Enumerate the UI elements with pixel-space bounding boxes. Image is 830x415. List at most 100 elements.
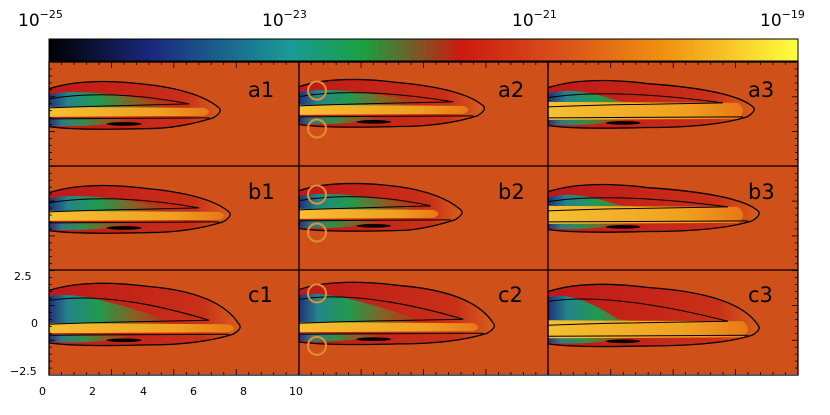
axis-ticks — [48, 61, 799, 376]
contour-sheath — [298, 115, 474, 118]
contour-outer — [547, 283, 760, 348]
panel-grid — [49, 62, 798, 374]
panel-a3 — [547, 62, 798, 166]
mixing-layer — [49, 294, 174, 326]
jet-core — [299, 104, 469, 115]
mixing-layer — [548, 295, 673, 327]
mixing-layer-lower — [49, 334, 137, 343]
contour-blob — [356, 337, 392, 342]
mixing-layer-lower — [299, 219, 387, 229]
x-tick-label: 2 — [89, 385, 96, 398]
panel-c3 — [547, 270, 798, 374]
contour-sheath — [49, 221, 220, 224]
panel-b1 — [49, 166, 299, 270]
bow-shock-ring — [307, 335, 327, 356]
contour-sheath — [547, 334, 749, 337]
contour-sheath — [49, 333, 230, 336]
panel-label-c2: c2 — [498, 283, 523, 307]
contour-blob — [356, 224, 392, 228]
mixing-layer — [49, 195, 174, 213]
contour-outer — [298, 182, 463, 232]
contour-blob — [106, 122, 142, 126]
colorbar-label-min: 10−25 — [18, 8, 63, 31]
contour-inner — [298, 196, 431, 211]
panel-a1 — [49, 62, 299, 166]
contour-outer — [547, 79, 755, 129]
panel-label-b2: b2 — [498, 180, 525, 204]
x-axis-labels: 0 2 4 6 8 10 — [39, 385, 303, 398]
contour-sheath — [547, 220, 749, 223]
panel-label-b1: b1 — [248, 180, 275, 204]
panel-label-c1: c1 — [248, 283, 273, 307]
jet-core — [548, 101, 743, 120]
panel-label-a3: a3 — [748, 78, 774, 102]
x-tick-label: 10 — [289, 385, 303, 398]
colorbar-label-max: 10−19 — [760, 8, 805, 31]
contour-outer — [298, 78, 486, 128]
contour-outer — [547, 183, 760, 233]
jet-core — [299, 322, 479, 333]
contour-inner — [547, 93, 724, 108]
mixing-layer-lower — [49, 117, 137, 127]
panel-label-a2: a2 — [498, 78, 524, 102]
colorbar — [48, 38, 799, 62]
panel-c2 — [298, 270, 548, 374]
jet-core — [49, 210, 224, 221]
bow-shock-ring — [307, 118, 327, 139]
contour-inner — [49, 94, 190, 109]
panel-c1 — [49, 270, 299, 374]
contour-inner — [49, 198, 200, 213]
contour-outer — [49, 80, 221, 130]
bow-shock-ring — [307, 222, 327, 243]
contour-sheath — [298, 332, 484, 335]
contour-sheath — [547, 116, 744, 119]
y-axis-labels: 2.5 0 −2.5 — [10, 270, 38, 378]
jet-core — [548, 320, 748, 339]
panel-label-a1: a1 — [248, 78, 274, 102]
contour-sheath — [49, 117, 210, 120]
contour-outer — [49, 184, 231, 234]
y-tick-label: 0 — [31, 317, 38, 330]
contour-inner — [547, 197, 729, 212]
y-tick-label: −2.5 — [10, 365, 37, 378]
contour-blob — [106, 226, 142, 230]
x-tick-label: 6 — [190, 385, 197, 398]
mixing-layer-lower — [299, 115, 387, 125]
contour-inner — [298, 92, 454, 107]
mixing-layer — [299, 89, 424, 107]
mixing-layer-lower — [49, 221, 137, 231]
contour-blob — [605, 121, 641, 125]
contour-sheath — [298, 219, 451, 222]
contour-inner — [298, 296, 464, 324]
contour-outer — [298, 281, 495, 346]
panel-b3 — [547, 166, 798, 270]
colorbar-labels: 10−25 10−23 10−21 10−19 — [18, 8, 805, 31]
contour-inner — [547, 298, 729, 326]
contour-blob — [605, 339, 641, 344]
contour-inner — [49, 297, 210, 325]
panel-b2 — [298, 166, 548, 270]
panel-labels: a1 a2 a3 b1 b2 b3 c1 c2 c3 — [248, 78, 775, 307]
panel-a2 — [298, 62, 548, 166]
colorbar-label-2: 10−23 — [262, 8, 307, 31]
jet-core — [49, 323, 234, 334]
contour-blob — [106, 338, 142, 343]
colorbar-label-3: 10−21 — [512, 8, 557, 31]
panel-label-b3: b3 — [748, 180, 775, 204]
contour-blob — [356, 120, 392, 124]
contour-blob — [605, 225, 641, 229]
bow-shock-ring — [307, 80, 327, 101]
contour-outer — [49, 282, 241, 347]
x-tick-label: 4 — [140, 385, 147, 398]
x-tick-label: 8 — [240, 385, 247, 398]
mixing-layer-lower — [299, 333, 387, 342]
bow-shock-ring — [307, 184, 327, 205]
x-tick-label: 0 — [39, 385, 46, 398]
bow-shock-ring — [307, 283, 327, 304]
mixing-layer — [299, 293, 424, 325]
panel-label-c3: c3 — [748, 283, 773, 307]
jet-core — [299, 208, 439, 219]
y-tick-label: 2.5 — [14, 270, 32, 283]
jet-core — [548, 205, 743, 224]
